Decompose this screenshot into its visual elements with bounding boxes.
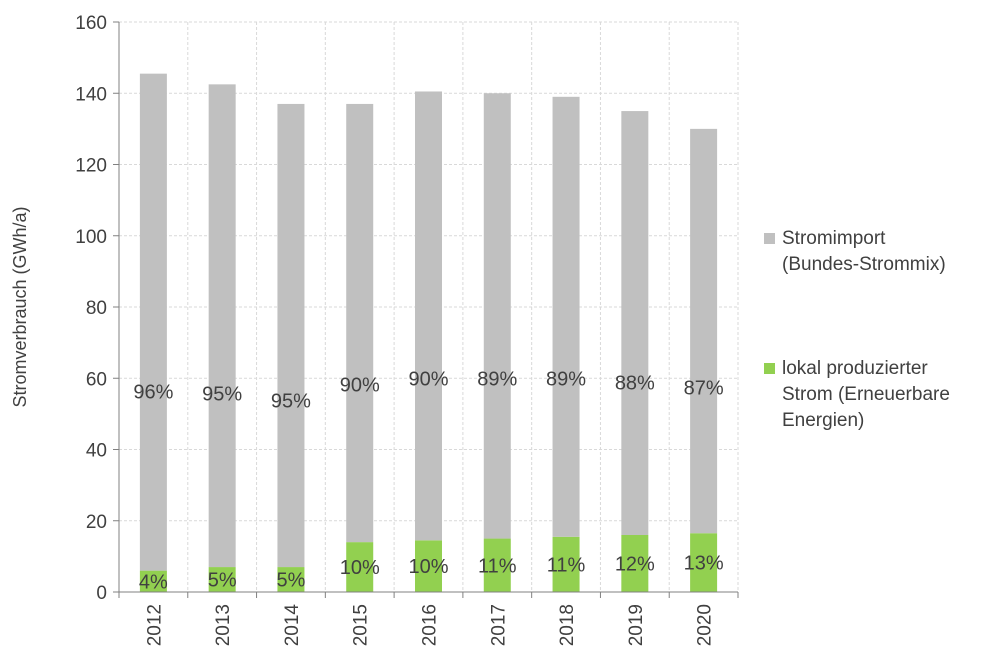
data-label-import-2015: 90% bbox=[340, 374, 380, 396]
legend: Stromimport (Bundes-Strommix) lokal produz… bbox=[764, 228, 950, 431]
legend-swatch-lokal bbox=[764, 363, 775, 374]
data-label-lokal-2018: 11% bbox=[547, 554, 586, 576]
y-tick-label: 120 bbox=[75, 156, 107, 177]
bar-segment-lokal-2018 bbox=[552, 536, 580, 592]
x-tick-label: 2019 bbox=[626, 604, 647, 646]
y-tick-label: 160 bbox=[75, 13, 107, 34]
legend-label-import: Stromimport bbox=[782, 228, 886, 249]
data-label-import-2016: 90% bbox=[408, 369, 448, 391]
legend-label-import: (Bundes-Strommix) bbox=[782, 254, 946, 275]
data-label-lokal-2019: 12% bbox=[615, 554, 655, 576]
data-label-lokal-2014: 5% bbox=[276, 570, 305, 592]
y-tick-label: 100 bbox=[75, 227, 107, 248]
bar-segment-lokal-2017 bbox=[483, 538, 511, 592]
bar-segment-lokal-2015 bbox=[346, 542, 374, 592]
bar-segment-import-2020 bbox=[690, 128, 718, 534]
x-tick-label: 2016 bbox=[420, 604, 441, 646]
bar-segment-import-2015 bbox=[346, 103, 374, 543]
legend-label-lokal: lokal produzierter bbox=[782, 358, 928, 379]
data-label-import-2018: 89% bbox=[546, 368, 586, 390]
bar-segment-import-2018 bbox=[552, 96, 580, 537]
legend-label-lokal: Energien) bbox=[782, 410, 864, 431]
data-label-lokal-2020: 13% bbox=[684, 553, 724, 575]
data-label-import-2020: 87% bbox=[684, 378, 724, 400]
bar-segment-import-2016 bbox=[415, 91, 442, 541]
x-tick-label: 2018 bbox=[557, 604, 578, 646]
data-label-import-2013: 95% bbox=[202, 383, 242, 405]
y-tick-label: 0 bbox=[96, 583, 107, 604]
y-tick-label: 20 bbox=[86, 512, 107, 533]
data-label-import-2012: 96% bbox=[133, 382, 173, 404]
x-tick-label: 2013 bbox=[213, 604, 234, 646]
data-label-lokal-2016: 10% bbox=[408, 556, 448, 578]
bar-segment-lokal-2016 bbox=[415, 540, 442, 592]
bar-segment-import-2014 bbox=[277, 103, 305, 568]
x-tick-label: 2012 bbox=[144, 604, 165, 646]
x-tick-label: 2015 bbox=[351, 604, 372, 646]
bar-segment-import-2017 bbox=[483, 93, 511, 539]
data-label-lokal-2012: 4% bbox=[139, 571, 168, 593]
x-tick-label: 2020 bbox=[695, 604, 716, 646]
y-tick-label: 140 bbox=[75, 84, 107, 105]
bar-segment-lokal-2012 bbox=[139, 570, 167, 592]
data-labels: 4% 96% 5% 95% 5% 95% 10% 90% 10% 90% 11% 89% 11% 89% 1… bbox=[133, 368, 723, 593]
bars bbox=[139, 73, 718, 592]
data-label-lokal-2015: 10% bbox=[340, 557, 380, 579]
y-axis-label: Stromverbrauch (GWh/a) bbox=[10, 206, 30, 407]
bar-segment-lokal-2019 bbox=[621, 535, 649, 592]
bar-segment-import-2019 bbox=[621, 111, 649, 535]
data-label-import-2014: 95% bbox=[271, 390, 311, 412]
data-label-lokal-2017: 11% bbox=[478, 555, 517, 577]
axes: 0 20 40 60 80 100 120 140 160 2012 2013 2014 2015 201… bbox=[75, 13, 739, 647]
data-label-import-2017: 89% bbox=[477, 368, 517, 390]
legend-swatch-import bbox=[764, 233, 775, 244]
bar-segment-lokal-2014 bbox=[277, 567, 305, 592]
bar-segment-lokal-2013 bbox=[208, 567, 236, 592]
bar-segment-lokal-2020 bbox=[690, 533, 718, 592]
x-tick-label: 2017 bbox=[488, 604, 509, 646]
bar-segment-import-2013 bbox=[208, 84, 236, 568]
y-tick-label: 60 bbox=[86, 369, 107, 390]
data-label-lokal-2013: 5% bbox=[208, 570, 237, 592]
data-label-import-2019: 88% bbox=[615, 372, 655, 394]
bar-segment-import-2012 bbox=[139, 73, 167, 571]
x-tick-label: 2014 bbox=[282, 604, 303, 647]
y-tick-label: 80 bbox=[86, 298, 107, 319]
legend-label-lokal: Strom (Erneuerbare bbox=[782, 384, 950, 405]
y-tick-label: 40 bbox=[86, 441, 107, 462]
